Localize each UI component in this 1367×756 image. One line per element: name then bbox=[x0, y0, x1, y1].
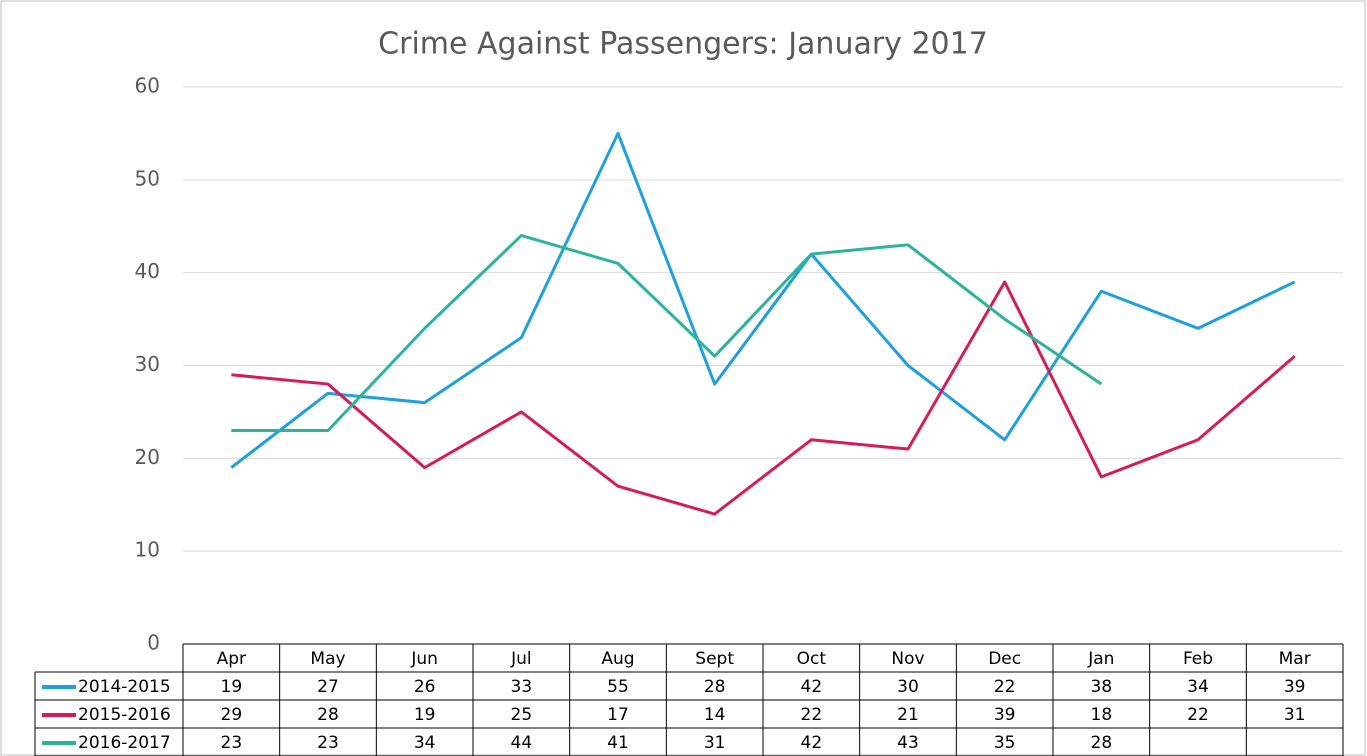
table-value: 14 bbox=[704, 705, 726, 725]
table-value: 33 bbox=[511, 677, 533, 697]
table-value: 42 bbox=[801, 677, 823, 697]
x-tick-label: Feb bbox=[1183, 649, 1213, 669]
y-tick-label: 60 bbox=[135, 74, 160, 98]
table-value: 26 bbox=[414, 677, 436, 697]
y-tick-label: 30 bbox=[135, 352, 160, 376]
table-value: 42 bbox=[801, 733, 823, 753]
x-tick-label: Sept bbox=[695, 649, 734, 669]
table-value: 28 bbox=[1091, 733, 1113, 753]
x-tick-label: Mar bbox=[1279, 649, 1311, 669]
chart-title: Crime Against Passengers: January 2017 bbox=[378, 27, 988, 62]
table-value: 31 bbox=[1284, 705, 1306, 725]
table-value: 23 bbox=[317, 733, 339, 753]
table-value: 19 bbox=[414, 705, 436, 725]
table-value: 28 bbox=[317, 705, 339, 725]
y-tick-label: 0 bbox=[147, 631, 160, 655]
table-value: 38 bbox=[1091, 677, 1113, 697]
table-value: 25 bbox=[511, 705, 533, 725]
y-tick-label: 50 bbox=[135, 166, 160, 190]
table-value: 28 bbox=[704, 677, 726, 697]
table-value: 21 bbox=[897, 705, 919, 725]
table-value: 19 bbox=[221, 677, 243, 697]
y-tick-label: 10 bbox=[135, 538, 160, 562]
table-value: 31 bbox=[704, 733, 726, 753]
y-tick-label: 40 bbox=[135, 259, 160, 283]
table-value: 41 bbox=[607, 733, 629, 753]
legend-label: 2016-2017 bbox=[78, 733, 171, 753]
table-value: 39 bbox=[1284, 677, 1306, 697]
table-value: 22 bbox=[994, 677, 1016, 697]
x-tick-label: Nov bbox=[891, 649, 924, 669]
y-tick-label: 20 bbox=[135, 445, 160, 469]
x-tick-label: Aug bbox=[601, 649, 634, 669]
table-value: 22 bbox=[801, 705, 823, 725]
series-line bbox=[230, 131, 1296, 469]
x-tick-label: Jul bbox=[510, 649, 532, 669]
table-value: 18 bbox=[1091, 705, 1113, 725]
table-value: 30 bbox=[897, 677, 919, 697]
table-value: 39 bbox=[994, 705, 1016, 725]
series-line bbox=[231, 280, 1296, 516]
x-tick-label: Dec bbox=[988, 649, 1021, 669]
table-value: 43 bbox=[897, 733, 919, 753]
table-value: 34 bbox=[414, 733, 436, 753]
x-tick-label: Apr bbox=[217, 649, 246, 669]
legend-label: 2014-2015 bbox=[78, 677, 171, 697]
table-value: 34 bbox=[1187, 677, 1209, 697]
table-value: 55 bbox=[607, 677, 629, 697]
x-tick-label: Jun bbox=[410, 649, 438, 669]
x-tick-label: Jan bbox=[1087, 649, 1114, 669]
table-value: 44 bbox=[511, 733, 533, 753]
table-value: 17 bbox=[607, 705, 629, 725]
table-value: 22 bbox=[1187, 705, 1209, 725]
table-value: 23 bbox=[221, 733, 243, 753]
table-value: 27 bbox=[317, 677, 339, 697]
series-line bbox=[231, 234, 1103, 432]
table-value: 35 bbox=[994, 733, 1016, 753]
legend-label: 2015-2016 bbox=[78, 705, 171, 725]
x-tick-label: Oct bbox=[797, 649, 827, 669]
x-tick-label: May bbox=[310, 649, 345, 669]
table-value: 29 bbox=[221, 705, 243, 725]
